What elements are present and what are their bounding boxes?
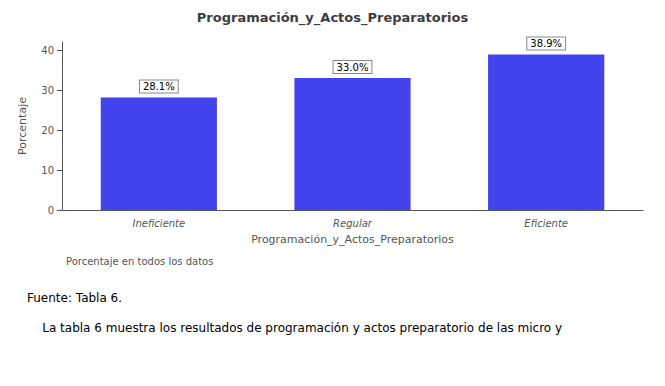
svg-text:28.1%: 28.1% (143, 81, 175, 92)
svg-text:Eficiente: Eficiente (524, 218, 568, 229)
svg-text:38.9%: 38.9% (530, 38, 562, 49)
svg-text:Porcentaje: Porcentaje (16, 97, 29, 155)
svg-text:0: 0 (48, 205, 54, 216)
svg-text:La tabla 6 muestra los resulta: La tabla 6 muestra los resultados de pro… (27, 321, 562, 335)
svg-text:33.0%: 33.0% (337, 62, 369, 73)
svg-text:10: 10 (41, 165, 54, 176)
svg-text:Programación_y_Actos_Preparato: Programación_y_Actos_Preparatorios (197, 10, 469, 26)
svg-text:40: 40 (41, 45, 54, 56)
svg-text:20: 20 (41, 125, 54, 136)
svg-text:Fuente: Tabla 6.: Fuente: Tabla 6. (27, 291, 122, 305)
svg-text:Ineficiente: Ineficiente (132, 218, 185, 229)
svg-text:Programación_y_Actos_Preparato: Programación_y_Actos_Preparatorios (251, 233, 454, 246)
svg-text:Regular: Regular (333, 218, 373, 229)
svg-text:30: 30 (41, 85, 54, 96)
svg-text:Porcentaje en todos los datos: Porcentaje en todos los datos (66, 256, 213, 267)
